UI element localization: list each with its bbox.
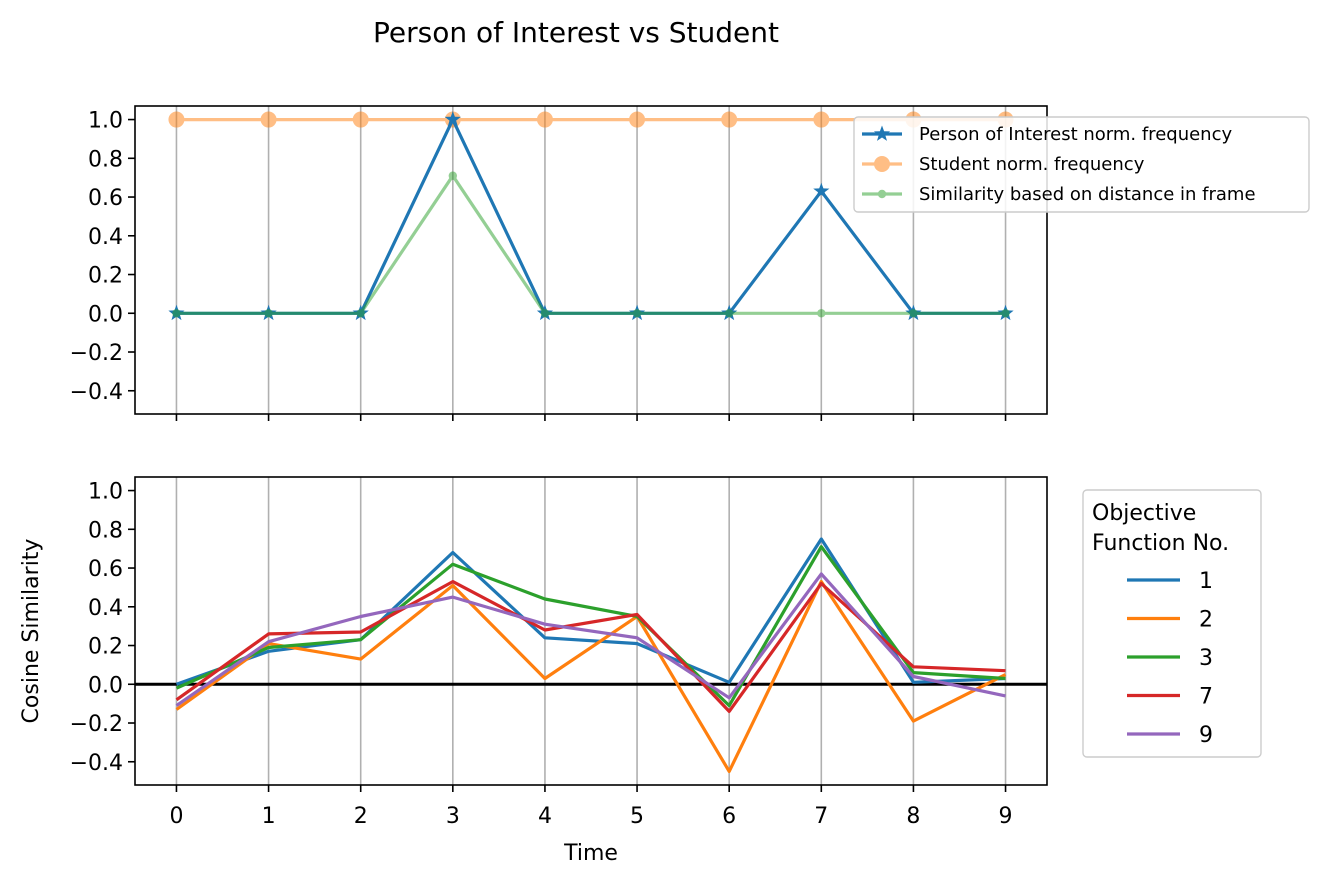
top-plot-frame xyxy=(134,105,1048,415)
data-point xyxy=(632,309,642,318)
bottom-grid xyxy=(175,477,1007,785)
x-tick-label: 9 xyxy=(999,804,1013,829)
data-point xyxy=(264,309,273,318)
y-tick-label: 0.0 xyxy=(88,673,123,698)
x-tick-label: 2 xyxy=(354,804,368,829)
data-point xyxy=(724,309,734,318)
series-line-2 xyxy=(175,579,1007,774)
series-line-3 xyxy=(175,545,1006,708)
legend-label: Student norm. frequency xyxy=(919,154,1145,175)
legend-marker xyxy=(873,125,891,141)
x-tick-label: 8 xyxy=(906,804,920,829)
bottom-x-axis: 0 1 2 3 4 5 6 7 8 9 xyxy=(169,785,1013,829)
legend-item: 7 xyxy=(1127,685,1213,710)
data-point xyxy=(356,309,365,318)
data-point xyxy=(813,182,830,199)
data-point xyxy=(168,111,185,128)
data-point xyxy=(444,111,461,127)
bottom-y-axis: 1.0 0.8 0.6 0.4 0.2 0.0 −0.2 −0.4 xyxy=(70,480,135,776)
legend-swatch xyxy=(862,156,902,172)
data-point xyxy=(817,309,826,318)
y-axis-label: Cosine Similarity xyxy=(19,539,44,724)
data-point xyxy=(352,111,369,128)
legend-label: Similarity based on distance in frame xyxy=(919,184,1256,205)
data-point xyxy=(536,111,553,128)
y-tick-label: 0.2 xyxy=(88,264,123,289)
legend-label: 2 xyxy=(1199,608,1213,633)
legend-box xyxy=(1082,489,1262,758)
y-tick-label: 0.0 xyxy=(88,302,123,327)
x-tick-label: 1 xyxy=(262,804,276,829)
legend-label: 7 xyxy=(1199,685,1213,710)
legend-marker xyxy=(874,156,890,172)
x-tick-label: 0 xyxy=(169,804,183,829)
legend-item: 1 xyxy=(1127,569,1213,594)
y-tick-label: 0.8 xyxy=(88,147,123,172)
data-point xyxy=(909,309,918,318)
y-tick-label: −0.2 xyxy=(70,341,123,366)
legend-item: Person of Interest norm. frequency xyxy=(862,124,1232,145)
top-plot: 1.0 0.8 0.6 0.4 0.2 0.0 −0.2 −0.4 Person of Int… xyxy=(70,105,1310,421)
bottom-plot-frame xyxy=(134,476,1048,786)
y-tick-label: 1.0 xyxy=(88,109,123,134)
series-line-1 xyxy=(175,537,1006,686)
x-tick-label: 6 xyxy=(722,804,736,829)
legend-item: Student norm. frequency xyxy=(862,154,1145,175)
series-line xyxy=(176,174,1006,315)
top-legend: Person of Interest norm. frequency Studen… xyxy=(853,116,1310,213)
legend-swatch xyxy=(862,125,902,141)
legend-item: 2 xyxy=(1127,608,1213,633)
legend-title: Function No. xyxy=(1092,531,1229,556)
y-tick-label: 0.8 xyxy=(88,518,123,543)
data-point xyxy=(172,309,181,318)
top-grid xyxy=(175,106,1007,414)
x-tick-label: 5 xyxy=(630,804,644,829)
y-tick-label: 0.6 xyxy=(88,186,123,211)
legend-label: Person of Interest norm. frequency xyxy=(919,124,1232,145)
legend-label: 1 xyxy=(1199,569,1213,594)
chart-title: Person of Interest vs Student xyxy=(373,16,779,49)
data-point xyxy=(721,111,738,128)
legend-item: Similarity based on distance in frame xyxy=(862,184,1256,205)
x-tick-label: 7 xyxy=(814,804,828,829)
data-point xyxy=(1001,309,1010,318)
top-x-axis xyxy=(175,414,1007,421)
legend-label: 3 xyxy=(1199,646,1213,671)
legend-marker xyxy=(877,189,887,199)
data-point xyxy=(813,111,830,128)
top-y-axis: 1.0 0.8 0.6 0.4 0.2 0.0 −0.2 −0.4 xyxy=(70,109,135,405)
data-point xyxy=(260,111,277,128)
legend-item: 9 xyxy=(1127,723,1213,748)
bottom-series xyxy=(175,537,1007,774)
legend-label: 9 xyxy=(1199,723,1213,748)
legend-item: 3 xyxy=(1127,646,1213,671)
y-tick-label: −0.4 xyxy=(70,751,123,776)
data-point xyxy=(540,309,550,318)
legend-title: Objective xyxy=(1092,501,1196,526)
y-tick-label: −0.2 xyxy=(70,712,123,737)
x-tick-label: 3 xyxy=(446,804,460,829)
legend-box xyxy=(853,116,1310,213)
y-tick-label: 1.0 xyxy=(88,480,123,505)
series-3 xyxy=(172,171,1010,318)
y-tick-label: 0.4 xyxy=(88,596,123,621)
data-point xyxy=(629,111,646,128)
bottom-legend: Objective Function No. 1 2 3 7 9 xyxy=(1082,489,1262,758)
data-point xyxy=(448,171,458,180)
y-tick-label: 0.4 xyxy=(88,225,123,250)
y-tick-label: 0.2 xyxy=(88,635,123,660)
y-tick-label: 0.6 xyxy=(88,557,123,582)
x-axis-label: Time xyxy=(563,841,618,866)
bottom-plot: 1.0 0.8 0.6 0.4 0.2 0.0 −0.2 −0.4 0 1 2 3 4 5 6 7 8 9 Ti… xyxy=(19,476,1262,866)
y-tick-label: −0.4 xyxy=(70,380,123,405)
series-line-9 xyxy=(175,572,1006,707)
x-tick-label: 4 xyxy=(538,804,552,829)
legend-swatch xyxy=(862,189,902,199)
